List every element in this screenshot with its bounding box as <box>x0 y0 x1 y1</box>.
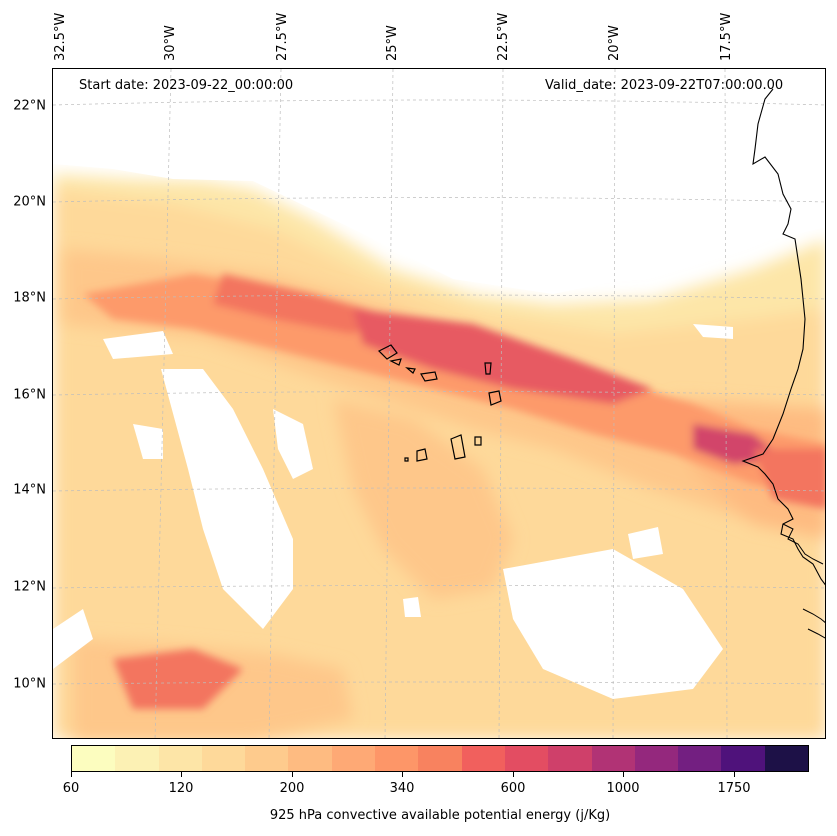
lon-label-30w: 30°W <box>163 25 178 61</box>
colorbar-tick-mark-340 <box>402 772 403 777</box>
colorbar-tick-1000: 1000 <box>606 781 640 796</box>
cape-field-high <box>83 274 825 709</box>
map-panel[interactable] <box>52 68 826 739</box>
lat-label-14n: 14°N <box>13 482 46 498</box>
colorbar-cell-1 <box>115 746 159 771</box>
colorbar-cell-11 <box>548 746 592 771</box>
colorbar-cell-4 <box>245 746 289 771</box>
lat-label-18n: 18°N <box>13 290 46 306</box>
colorbar-cell-3 <box>201 746 246 771</box>
start-date-label: Start date: 2023-09-22_00:00:00 <box>79 78 294 93</box>
colorbar-cell-6 <box>331 746 376 771</box>
colorbar-tick-mark-1000 <box>623 772 624 777</box>
lat-label-12n: 12°N <box>13 579 46 595</box>
colorbar-cell-16 <box>764 746 809 771</box>
colorbar-tick-120: 120 <box>168 781 194 796</box>
colorbar-tick-200: 200 <box>279 781 305 796</box>
lon-label-17-5w: 17.5°W <box>719 12 734 61</box>
colorbar-tick-mark-120 <box>181 772 182 777</box>
colorbar-cell-10 <box>504 746 549 771</box>
colorbar-tick-mark-1750 <box>734 772 735 777</box>
colorbar-tick-60: 60 <box>62 781 80 796</box>
lat-label-16n: 16°N <box>13 387 46 403</box>
colorbar-cell-8 <box>418 746 462 771</box>
colorbar-cell-2 <box>158 746 202 771</box>
colorbar-cell-14 <box>678 746 722 771</box>
coastline-guinea-bissau <box>782 523 825 639</box>
lon-label-32-5w: 32.5°W <box>53 12 68 61</box>
colorbar-tick-mark-600 <box>513 772 514 777</box>
lon-label-27-5w: 27.5°W <box>275 12 290 61</box>
colorbar-tick-mark-60 <box>71 772 72 777</box>
colorbar-tick-1750: 1750 <box>717 781 751 796</box>
colorbar-cell-5 <box>288 746 332 771</box>
colorbar-cell-7 <box>375 746 419 771</box>
lat-label-20n: 20°N <box>13 194 46 210</box>
colorbar <box>71 745 809 772</box>
colorbar-tick-600: 600 <box>500 781 526 796</box>
colorbar-cell-12 <box>591 746 635 771</box>
lon-label-25w: 25°W <box>385 25 400 61</box>
lat-lon-gridlines <box>53 69 825 738</box>
lat-label-10n: 10°N <box>13 676 46 692</box>
colorbar-cell-0 <box>72 746 116 771</box>
cape-field-white-gaps <box>53 69 825 699</box>
lon-label-22-5w: 22.5°W <box>496 12 511 61</box>
lat-label-22n: 22°N <box>13 98 46 114</box>
colorbar-tick-340: 340 <box>389 781 415 796</box>
colorbar-cell-15 <box>721 746 765 771</box>
colorbar-cell-9 <box>461 746 505 771</box>
colorbar-cell-13 <box>634 746 679 771</box>
colorbar-label: 925 hPa convective available potential e… <box>269 808 611 823</box>
valid-date-label: Valid_date: 2023-09-22T07:00:00.00 <box>545 78 784 93</box>
cape-verde-islands <box>377 344 502 462</box>
coastline-west-africa <box>741 88 825 586</box>
colorbar-tick-mark-200 <box>292 772 293 777</box>
cape-field-map <box>53 69 825 738</box>
lon-label-20w: 20°W <box>607 25 622 61</box>
